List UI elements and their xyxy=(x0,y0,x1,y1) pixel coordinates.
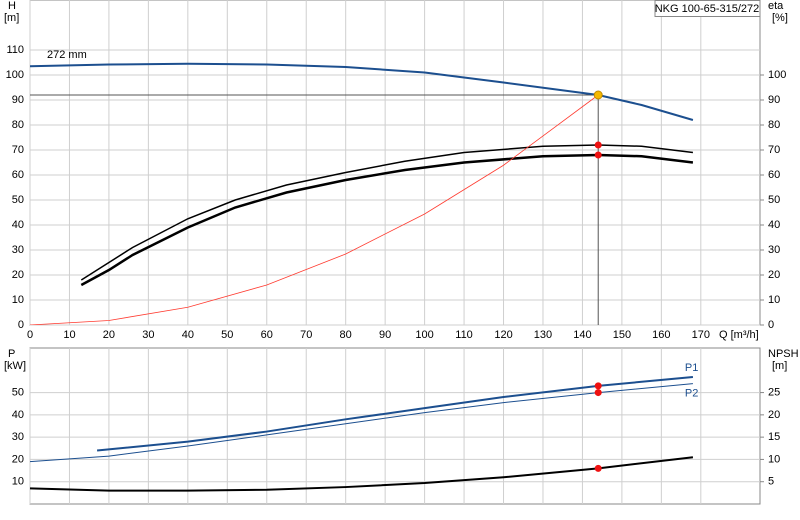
y-tick-label: 40 xyxy=(12,219,24,231)
y2-tick-label: 80 xyxy=(768,119,780,131)
plot-area xyxy=(29,347,761,505)
chart: 10 20 30 40 50 5 10 15 20 25 P[kW] NPSH[m] P1 P2 xyxy=(4,347,799,505)
chart-title: NKG 100-65-315/272 xyxy=(655,3,760,15)
y2-tick-label: 70 xyxy=(768,144,780,156)
plot-content xyxy=(30,375,694,492)
series-line xyxy=(30,456,694,492)
y2-tick-label: 10 xyxy=(768,453,780,465)
y-tick-label: 60 xyxy=(12,169,24,181)
annotation: 272 mm xyxy=(47,49,87,61)
series-line xyxy=(30,383,693,463)
series-label: P2 xyxy=(685,388,698,400)
chart: 0 10 20 30 40 50 60 70 80 90 100 110 120 130 140 150 160… xyxy=(4,0,788,341)
y2-tick-label: 90 xyxy=(768,94,780,106)
x-tick-label: 90 xyxy=(379,329,391,341)
y-tick-label: 20 xyxy=(12,269,24,281)
y-tick-label: 70 xyxy=(12,144,24,156)
y2-axis-label: NPSH xyxy=(768,348,799,360)
x-tick-label: 160 xyxy=(652,329,670,341)
y2-tick-label: 60 xyxy=(768,169,780,181)
operating-point xyxy=(594,151,602,159)
y-tick-label: 110 xyxy=(6,44,24,56)
y2-tick-label: 50 xyxy=(768,194,780,206)
x-tick-label: 50 xyxy=(221,329,233,341)
y-tick-label: 90 xyxy=(12,94,24,106)
series-line xyxy=(30,62,694,121)
y-axis-unit: [m] xyxy=(4,12,19,24)
series-line xyxy=(30,94,599,325)
operating-point xyxy=(594,141,602,149)
y-tick-label: 10 xyxy=(12,476,24,488)
x-tick-label: 70 xyxy=(300,329,312,341)
y2-tick-label: 5 xyxy=(768,476,774,488)
y-tick-label: 100 xyxy=(6,69,24,81)
y2-axis-unit: [%] xyxy=(772,12,788,24)
y-tick-label: 50 xyxy=(12,194,24,206)
y-axis-label: P xyxy=(8,348,15,360)
y-tick-label: 80 xyxy=(12,119,24,131)
y2-tick-label: 0 xyxy=(768,319,774,331)
y-axis-unit: [kW] xyxy=(4,360,26,372)
y-tick-label: 30 xyxy=(12,431,24,443)
x-tick-label: 0 xyxy=(27,329,33,341)
x-tick-label: 140 xyxy=(573,329,591,341)
y2-tick-label: 10 xyxy=(768,294,780,306)
y2-axis-unit: [m] xyxy=(772,360,787,372)
x-axis-label: Q [m³/h] xyxy=(719,329,759,341)
operating-point xyxy=(594,464,602,472)
x-tick-label: 40 xyxy=(182,329,194,341)
series-line xyxy=(80,144,694,281)
y-tick-label: 20 xyxy=(12,453,24,465)
y2-tick-label: 15 xyxy=(768,431,780,443)
y2-axis-label: eta xyxy=(768,0,784,12)
y2-tick-label: 100 xyxy=(768,69,786,81)
y2-tick-label: 20 xyxy=(768,409,780,421)
title-box xyxy=(654,0,761,17)
x-tick-label: 130 xyxy=(534,329,552,341)
y-tick-label: 30 xyxy=(12,244,24,256)
y2-tick-label: 25 xyxy=(768,386,780,398)
operating-point xyxy=(594,382,602,390)
x-tick-label: 30 xyxy=(142,329,154,341)
x-tick-label: 80 xyxy=(340,329,352,341)
y2-tick-label: 20 xyxy=(768,269,780,281)
x-tick-label: 20 xyxy=(103,329,115,341)
series-line xyxy=(96,375,694,452)
x-tick-label: 170 xyxy=(692,329,710,341)
x-tick-label: 110 xyxy=(455,329,473,341)
y-tick-label: 0 xyxy=(18,319,24,331)
y2-tick-label: 40 xyxy=(768,219,780,231)
y-tick-label: 10 xyxy=(12,294,24,306)
x-tick-label: 120 xyxy=(494,329,512,341)
x-tick-label: 10 xyxy=(63,329,75,341)
x-tick-label: 150 xyxy=(613,329,631,341)
series-label: P1 xyxy=(685,362,698,374)
y-axis-label: H xyxy=(8,0,16,12)
y2-tick-label: 30 xyxy=(768,244,780,256)
x-tick-label: 100 xyxy=(415,329,433,341)
operating-point xyxy=(594,389,602,397)
y-tick-label: 50 xyxy=(12,386,24,398)
y-tick-label: 40 xyxy=(12,409,24,421)
duty-point xyxy=(593,90,603,100)
x-tick-label: 60 xyxy=(261,329,273,341)
